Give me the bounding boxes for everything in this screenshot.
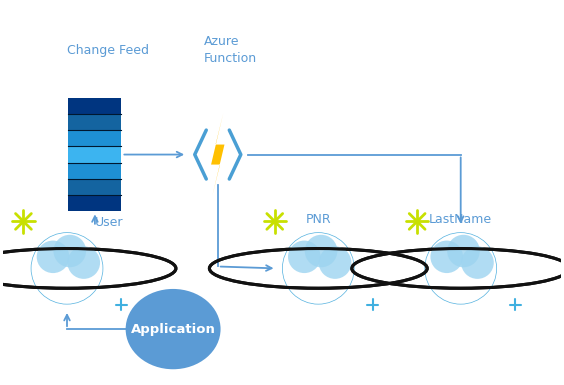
Ellipse shape [68, 246, 100, 279]
Ellipse shape [305, 235, 337, 267]
Bar [68, 130, 121, 146]
Ellipse shape [282, 232, 355, 305]
Ellipse shape [319, 246, 351, 279]
Ellipse shape [447, 235, 480, 267]
Ellipse shape [37, 241, 69, 273]
Ellipse shape [430, 241, 463, 273]
Text: User: User [95, 216, 123, 229]
Bar [68, 163, 121, 179]
Ellipse shape [37, 241, 69, 273]
Text: PNR: PNR [306, 213, 331, 226]
Bar [68, 114, 121, 130]
Ellipse shape [305, 235, 337, 267]
Polygon shape [211, 113, 224, 196]
Ellipse shape [283, 233, 354, 304]
Text: LastName: LastName [429, 213, 492, 226]
Bar [68, 98, 121, 114]
Ellipse shape [424, 232, 497, 305]
Bar [68, 195, 121, 211]
Ellipse shape [68, 246, 100, 279]
Ellipse shape [430, 241, 463, 273]
Ellipse shape [319, 246, 351, 279]
Ellipse shape [425, 233, 496, 304]
Text: Azure
Function: Azure Function [204, 35, 257, 65]
Ellipse shape [461, 246, 494, 279]
Text: Change Feed: Change Feed [67, 44, 149, 57]
Ellipse shape [288, 241, 321, 273]
Bar [68, 146, 121, 163]
Ellipse shape [461, 246, 494, 279]
Bar [68, 179, 121, 195]
Ellipse shape [447, 235, 480, 267]
Ellipse shape [30, 232, 103, 305]
Text: Application: Application [131, 323, 215, 336]
Ellipse shape [32, 233, 103, 304]
Ellipse shape [126, 289, 221, 369]
Ellipse shape [54, 235, 86, 267]
Ellipse shape [288, 241, 321, 273]
Ellipse shape [54, 235, 86, 267]
